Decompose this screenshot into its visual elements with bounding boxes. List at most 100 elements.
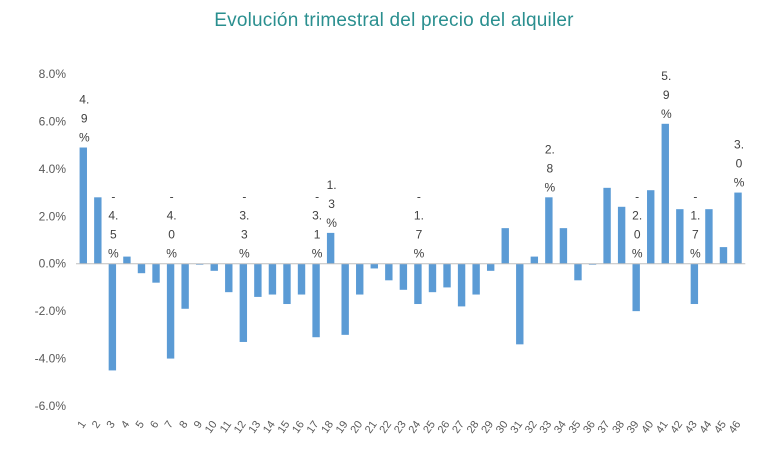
data-label: 2. 8% [545,142,556,194]
bar-19 [341,263,349,335]
x-tick-label: 29 [479,419,496,436]
data-label: -2. 0% [632,190,643,261]
bar-27 [457,263,466,307]
x-tick-label: 5 [134,419,147,431]
x-tick-label: 23 [392,419,409,436]
bar-12 [239,263,248,342]
x-tick-label: 8 [177,419,190,431]
bar-3 [108,263,117,371]
x-tick-label: 25 [421,419,438,436]
bar-17 [312,263,320,338]
x-tick-label: 37 [596,419,613,436]
bar-26 [443,263,451,288]
x-tick-label: 3 [104,419,117,431]
bar-32 [530,256,539,264]
bar-29 [486,263,495,271]
bar-21 [370,263,378,269]
data-label: -1. 7% [690,190,701,261]
bar-31 [516,263,524,345]
x-tick-label: 31 [508,419,525,436]
bar-42 [676,209,684,264]
x-tick-label: 38 [610,419,627,436]
bar-18 [326,232,335,264]
bar-43 [690,263,699,305]
x-tick-label: 19 [334,419,351,436]
data-label: 1. 3% [326,178,337,230]
data-label: -1. 7% [414,190,425,261]
x-tick-label: 18 [319,419,336,436]
x-tick-label: 40 [639,419,656,436]
data-label: 3. 0% [734,138,745,190]
bar-33 [545,197,553,264]
bar-24 [414,263,422,305]
x-tick-label: 6 [148,419,161,431]
bar-20 [356,263,364,295]
x-tick-label: 12 [232,419,249,436]
bar-22 [385,263,393,281]
x-tick-label: 28 [465,419,482,436]
bar-6 [152,263,160,283]
x-tick-label: 27 [450,419,467,436]
y-tick-label: 4.0% [39,162,67,176]
bar-41 [661,123,669,264]
y-tick-label: -6.0% [35,399,67,413]
bar-34 [559,228,568,264]
bar-45 [719,247,728,264]
x-tick-label: 9 [192,419,205,431]
x-tick-label: 10 [203,419,220,436]
x-tick-label: 13 [246,419,263,436]
y-axis-ticks: 8.0% 6.0% 4.0% 2.0% 0.0% -2.0% -4.0% -6.0% [35,67,67,413]
y-tick-label: 8.0% [39,67,67,81]
bar-46 [734,192,742,264]
x-axis-ticks: 1 2 3 4 5 6 7 8 91011121314151617181920212223242… [75,419,743,436]
x-tick-label: 17 [305,419,322,436]
x-tick-label: 41 [654,419,671,436]
bar-16 [297,263,306,295]
x-tick-label: 39 [625,419,642,436]
x-tick-label: 46 [727,419,744,436]
x-tick-label: 43 [683,419,700,436]
data-label: -3. 3% [239,190,250,261]
data-label: -3. 1% [312,190,323,261]
bar-38 [617,206,626,264]
x-tick-label: 32 [523,419,540,436]
x-tick-label: 2 [90,419,103,431]
x-tick-label: 11 [218,419,234,435]
x-tick-label: 16 [290,419,307,436]
bar-23 [399,263,408,290]
x-tick-label: 1 [75,419,88,431]
bar-13 [254,263,262,297]
bar-14 [268,263,277,295]
data-label: -4. 5% [108,190,119,261]
bars [79,123,742,371]
y-tick-label: -2.0% [35,304,67,318]
x-tick-label: 36 [581,419,598,436]
bar-8 [181,263,189,309]
x-tick-label: 7 [163,419,176,431]
bar-25 [428,263,437,293]
y-tick-label: 2.0% [39,209,67,223]
data-label: 5. 9% [661,69,672,121]
bar-10 [210,263,218,271]
data-label: 4. 9% [79,93,90,145]
y-tick-label: 0.0% [39,257,67,271]
x-tick-label: 4 [119,419,132,431]
y-tick-label: -4.0% [35,352,67,366]
x-tick-label: 22 [377,419,394,436]
x-tick-label: 15 [276,419,293,436]
bar-15 [283,263,291,305]
bar-35 [574,263,582,281]
bar-1 [79,147,87,264]
bar-2 [94,197,102,264]
data-label: -4. 0% [166,190,177,261]
x-tick-label: 14 [261,419,278,436]
x-tick-label: 24 [407,419,424,436]
x-tick-label: 34 [552,419,569,436]
bar-44 [705,209,713,264]
data-labels: 4. 9 % -4. 5 % -4. 0 % -3. 3 % -3. 1 %1. 3 % -1. 7 % 2. 8 % -2.… [79,69,745,261]
bar-39 [632,263,640,312]
x-tick-label: 45 [712,419,729,436]
bar-4 [123,256,131,264]
x-tick-label: 42 [668,419,685,436]
